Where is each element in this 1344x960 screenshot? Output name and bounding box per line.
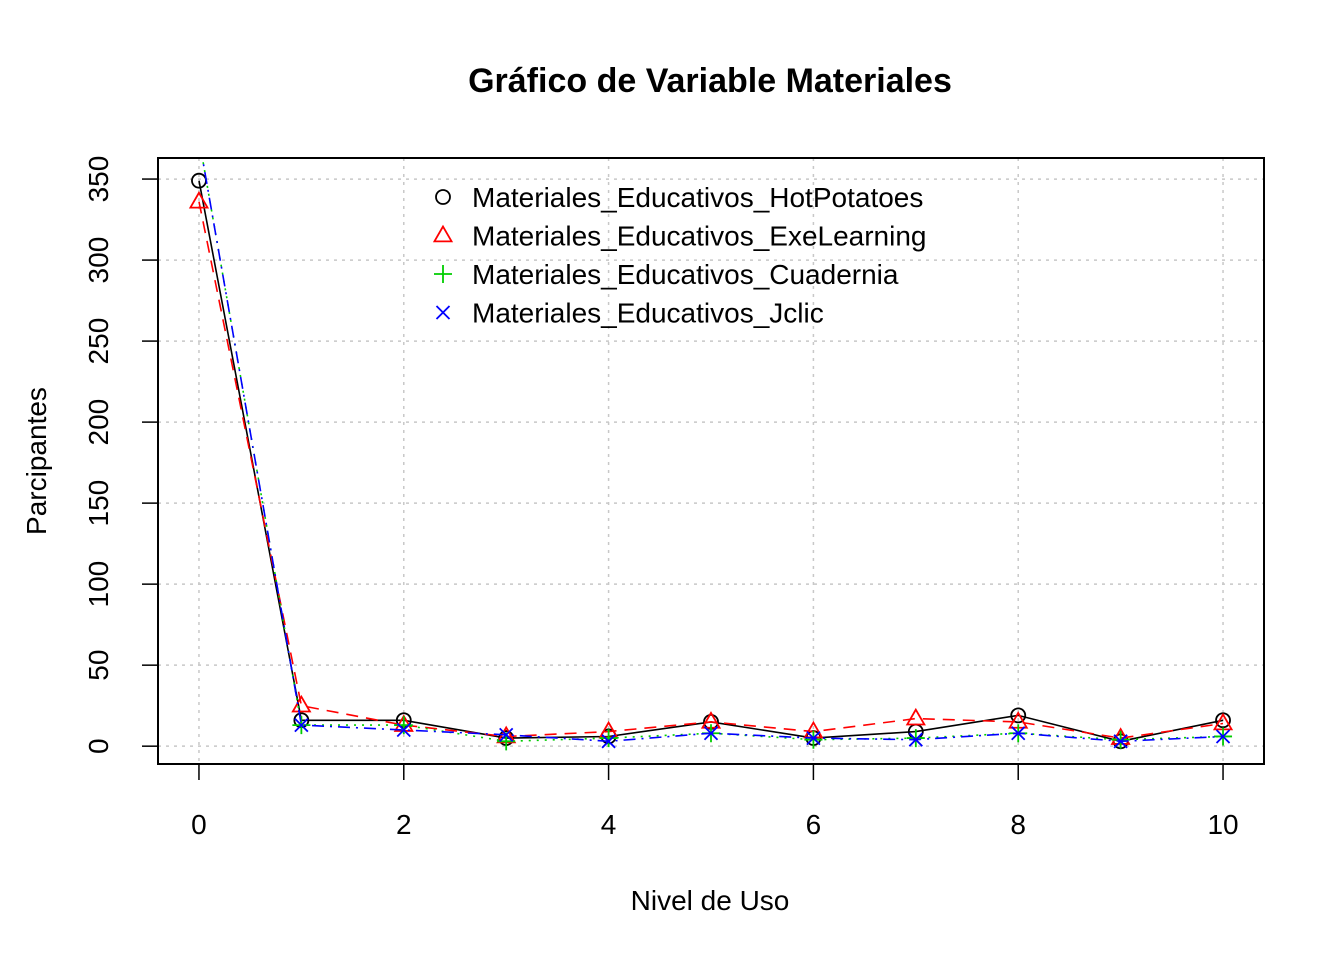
- data-point-series-1: [1010, 707, 1027, 724]
- x-tick-label: 2: [396, 809, 412, 840]
- series-line-2: [198, 201, 1224, 739]
- y-axis: 0 50 100 150 200 250 300 350: [83, 156, 158, 754]
- legend-marker-2: [432, 224, 454, 243]
- y-tick-label: 0: [83, 738, 114, 754]
- legend-label-3: Materiales_Educativos_Cuadernia: [472, 259, 899, 290]
- data-point-series-3: [1111, 730, 1130, 749]
- data-point-series-4: [1215, 729, 1231, 744]
- data-point-series-4: [294, 717, 309, 733]
- legend: Materiales_Educativos_HotPotatoes Materia…: [432, 182, 927, 329]
- series-layer: [188, 158, 1234, 751]
- x-tick-label: 0: [191, 809, 207, 840]
- data-point-series-4: [806, 730, 821, 746]
- data-point-series-4: [1113, 734, 1128, 749]
- x-axis: 0 2 4 6 8 10: [191, 763, 1239, 840]
- y-tick-label: 250: [83, 318, 114, 365]
- y-tick-label: 200: [83, 399, 114, 446]
- data-point-series-4: [1011, 726, 1026, 741]
- data-point-series-2: [905, 707, 926, 726]
- data-point-series-3: [804, 730, 823, 749]
- y-tick-label: 50: [83, 650, 114, 681]
- x-tick-label: 6: [806, 809, 822, 840]
- y-tick-label: 350: [83, 156, 114, 203]
- data-point-series-4: [499, 727, 514, 742]
- legend-label-1: Materiales_Educativos_HotPotatoes: [472, 182, 923, 213]
- data-point-series-3: [906, 729, 925, 748]
- data-point-series-4: [601, 734, 616, 749]
- y-tick-label: 150: [83, 480, 114, 527]
- grid: [158, 158, 1264, 764]
- legend-label-4: Materiales_Educativos_Jclic: [472, 298, 824, 329]
- legend-marker-3: [434, 265, 452, 283]
- data-point-series-4: [908, 732, 923, 747]
- data-point-series-4: [396, 722, 411, 738]
- y-tick-label: 300: [83, 237, 114, 284]
- data-point-series-3: [599, 729, 618, 748]
- chart-title: Gráfico de Variable Materiales: [468, 62, 952, 100]
- x-tick-label: 10: [1207, 809, 1238, 840]
- legend-label-2: Materiales_Educativos_ExeLearning: [472, 221, 927, 252]
- x-tick-label: 4: [601, 809, 617, 840]
- data-point-series-4: [703, 726, 719, 741]
- data-point-series-2: [188, 190, 210, 209]
- x-tick-label: 8: [1010, 809, 1026, 840]
- y-tick-label: 100: [83, 561, 114, 608]
- x-axis-label: Nivel de Uso: [631, 885, 790, 916]
- legend-marker-1: [435, 189, 451, 205]
- data-point-series-2: [291, 694, 312, 713]
- legend-marker-4: [435, 305, 451, 320]
- y-axis-label: Parcipantes: [21, 387, 52, 535]
